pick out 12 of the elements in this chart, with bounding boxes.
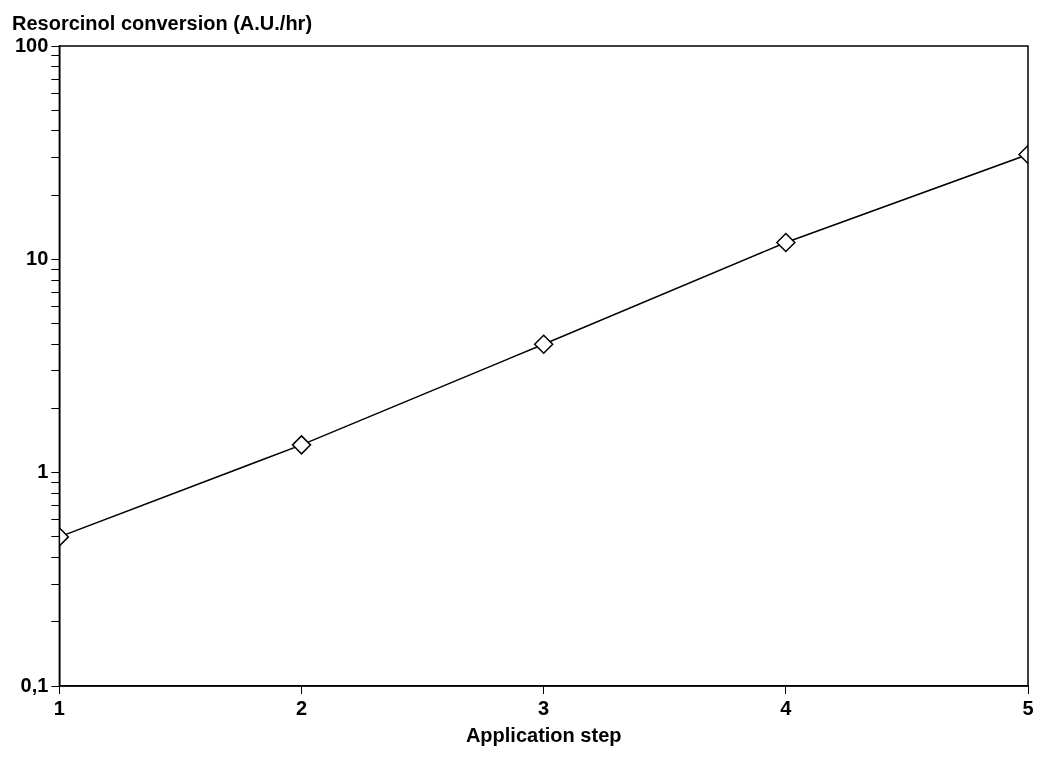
y-tick-label: 1: [37, 460, 49, 483]
x-tick-label: 1: [53, 696, 65, 719]
point: [533, 334, 554, 354]
y-tick-label: 10: [26, 246, 49, 269]
x-tick-label: 4: [780, 696, 793, 719]
y-tick-label: 100: [14, 33, 49, 56]
x-tick-label: 2: [295, 696, 308, 719]
x-axis-title: Application step: [465, 723, 622, 746]
y-tick-label: 0,1: [20, 673, 49, 696]
x-tick-label: 3: [538, 696, 550, 719]
y-axis-title: Resorcinol conversion (A.U./hr): [12, 11, 313, 34]
x-tick-label: 5: [1022, 696, 1034, 719]
